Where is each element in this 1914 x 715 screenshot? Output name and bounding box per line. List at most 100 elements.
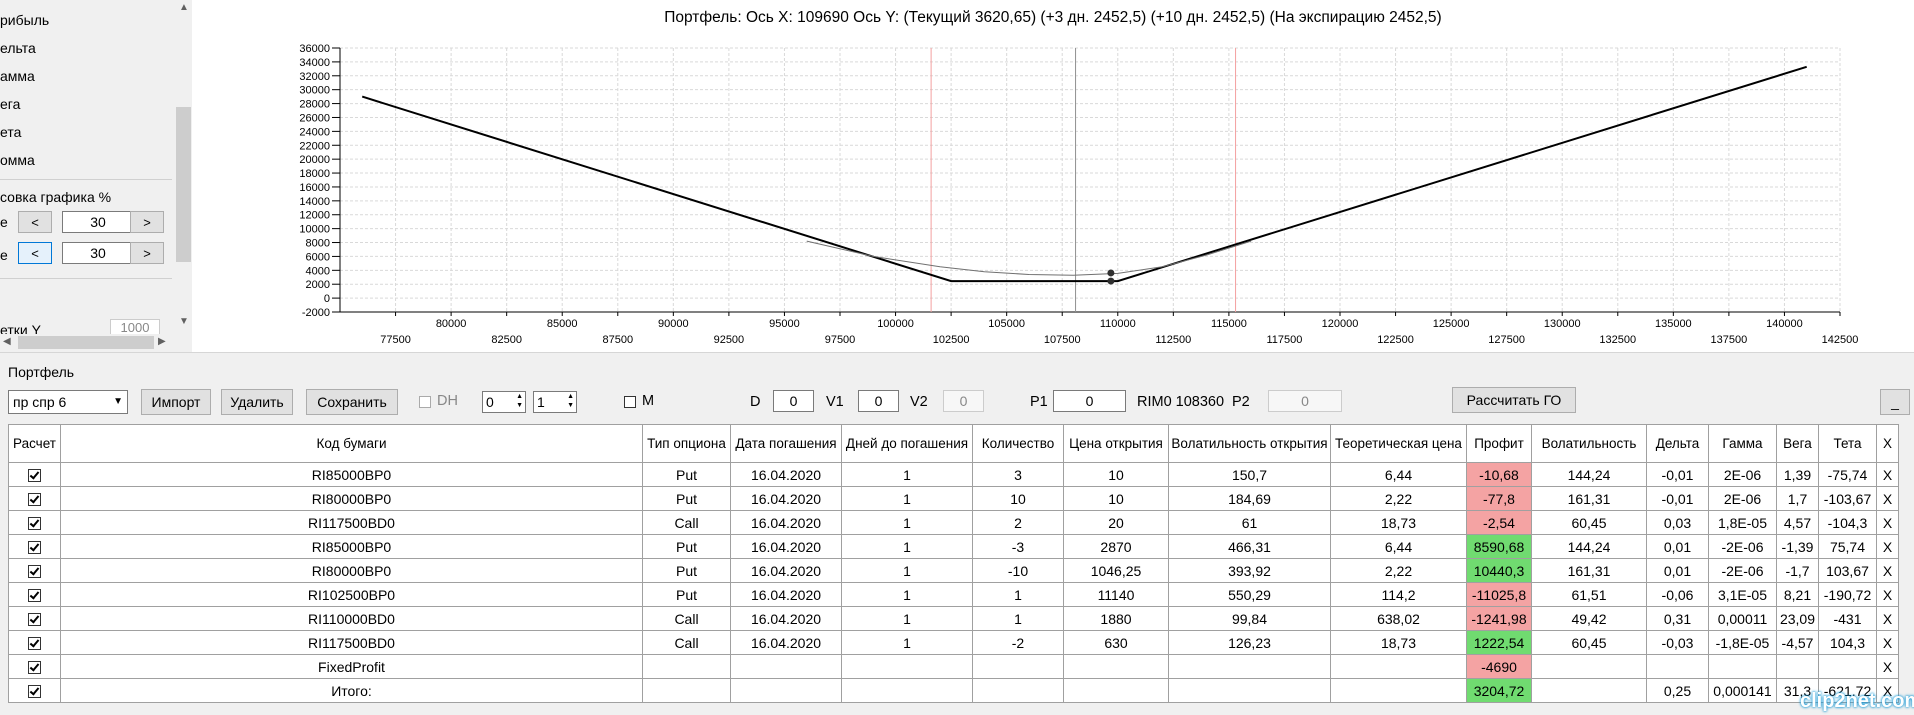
cell-code: RI80000BP0 [60,486,643,511]
scroll-down-icon[interactable]: ▼ [179,316,189,327]
option-gamma[interactable]: амма [0,68,35,84]
cell-remove[interactable]: X [1876,486,1899,511]
spin2-input[interactable]: 1 ▲ ▼ [533,391,577,413]
calc-checkbox[interactable] [28,661,41,675]
calc-checkbox[interactable] [28,613,41,627]
table-row[interactable]: RI85000BP0 Put 16.04.2020 1 -3 2870 466,31 6,44… [8,534,1899,559]
calc-checkbox-cell[interactable] [8,678,61,703]
y-tick-label: 34000 [299,57,330,69]
table-row[interactable]: RI117500BD0 Call 16.04.2020 1 -2 630 126,23 18,… [8,630,1899,655]
col-header-code[interactable]: Код бумаги [60,424,643,463]
cell-open-price: 10 [1063,486,1169,511]
col-header-days[interactable]: Дней до погашения [841,424,973,463]
dh-checkbox[interactable] [419,396,431,408]
calc-checkbox-cell[interactable] [8,534,61,559]
calc-checkbox-cell[interactable] [8,558,61,583]
col-header-x[interactable]: X [1876,424,1899,463]
d-input[interactable]: 0 [773,390,814,412]
splitter[interactable] [0,352,1914,363]
col-header-type[interactable]: Тип опциона [642,424,731,463]
v1-input[interactable]: 0 [858,390,899,412]
table-row[interactable]: RI110000BD0 Call 16.04.2020 1 1 1880 99,84 638,… [8,606,1899,631]
calc-checkbox-cell[interactable] [8,630,61,655]
calc-checkbox-cell[interactable] [8,606,61,631]
table-row[interactable]: Итого: 3204,72 0,25 0,000141 31,3 -621,72 X [8,678,1899,703]
minimize-button[interactable]: _ [1880,389,1910,415]
col-header-gamma[interactable]: Гамма [1708,424,1777,463]
cell-remove[interactable]: X [1876,678,1899,703]
option-vomma[interactable]: омма [0,152,35,168]
p2-input[interactable]: 0 [1268,390,1342,412]
portfolio-select[interactable]: пр спр 6 ▼ [8,390,128,414]
table-row[interactable]: RI85000BP0 Put 16.04.2020 1 3 10 150,7 6,44 -10,… [8,462,1899,487]
scroll-up-icon[interactable]: ▲ [179,2,189,13]
col-header-open-vol[interactable]: Волатильность открытия [1168,424,1331,463]
col-header-theta[interactable]: Тета [1818,424,1877,463]
calc-checkbox[interactable] [28,565,41,579]
col-header-profit[interactable]: Профит [1466,424,1532,463]
col-header-expiry[interactable]: Дата погашения [730,424,842,463]
col-header-qty[interactable]: Количество [972,424,1064,463]
save-button[interactable]: Сохранить [306,389,398,415]
table-row[interactable]: RI80000BP0 Put 16.04.2020 1 10 10 184,69 2,22 -7… [8,486,1899,511]
col-header-open-price[interactable]: Цена открытия [1063,424,1169,463]
calculate-go-button[interactable]: Рассчитать ГО [1452,387,1576,413]
option-vega[interactable]: ега [0,96,21,112]
col-header-theor-price[interactable]: Теоретическая цена [1330,424,1467,463]
cell-remove[interactable]: X [1876,606,1899,631]
calc-checkbox[interactable] [28,469,41,483]
cell-remove[interactable]: X [1876,558,1899,583]
scale-row2-input[interactable]: 30 [62,242,134,264]
calc-checkbox-cell[interactable] [8,462,61,487]
scale-row1-increase-button[interactable]: > [130,211,164,233]
cell-open-vol: 550,29 [1168,582,1331,607]
calc-checkbox-cell[interactable] [8,582,61,607]
scale-row2-increase-button[interactable]: > [130,242,164,264]
cell-remove[interactable]: X [1876,534,1899,559]
cell-remove[interactable]: X [1876,510,1899,535]
calc-checkbox-cell[interactable] [8,510,61,535]
calc-checkbox-cell[interactable] [8,486,61,511]
table-row[interactable]: FixedProfit -4690 X [8,654,1899,679]
calc-checkbox[interactable] [28,637,41,651]
cell-remove[interactable]: X [1876,582,1899,607]
col-header-vol[interactable]: Волатильность [1531,424,1647,463]
option-delta[interactable]: ельта [0,40,36,56]
delete-button[interactable]: Удалить [221,389,293,415]
p1-input[interactable]: 0 [1053,390,1126,412]
spin1-input[interactable]: 0 ▲ ▼ [482,391,526,413]
horizontal-scrollbar[interactable]: ◀ ▶ [0,334,192,351]
x-tick-label: 87500 [602,334,633,346]
scale-row1-input[interactable]: 30 [62,211,134,233]
cell-remove[interactable]: X [1876,462,1899,487]
col-header-vega[interactable]: Вега [1776,424,1819,463]
table-row[interactable]: RI102500BP0 Put 16.04.2020 1 1 11140 550,29 114… [8,582,1899,607]
scroll-left-icon[interactable]: ◀ [3,336,11,347]
cell-remove[interactable]: X [1876,630,1899,655]
calc-checkbox[interactable] [28,541,41,555]
option-profit[interactable]: рибыль [0,12,50,28]
table-row[interactable]: RI117500BD0 Call 16.04.2020 1 2 20 61 18,73 -2,5… [8,510,1899,535]
m-checkbox[interactable] [624,396,636,408]
v2-input[interactable]: 0 [943,390,984,412]
vertical-scrollbar[interactable]: ▲ ▼ [175,0,192,330]
scale-row1-decrease-button[interactable]: < [18,211,52,233]
table-row[interactable]: RI80000BP0 Put 16.04.2020 1 -10 1046,25 393,92… [8,558,1899,583]
col-header-calc[interactable]: Расчет [8,424,61,463]
scroll-thumb[interactable] [176,107,191,262]
import-button[interactable]: Импорт [141,389,211,415]
calc-checkbox[interactable] [28,517,41,531]
calc-checkbox-cell[interactable] [8,654,61,679]
scroll-right-icon[interactable]: ▶ [158,336,166,347]
spin-arrows-icon[interactable]: ▲ ▼ [516,393,523,409]
calc-checkbox[interactable] [28,493,41,507]
calc-checkbox[interactable] [28,685,41,699]
cell-remove[interactable]: X [1876,654,1899,679]
spin-arrows-icon[interactable]: ▲ ▼ [567,393,574,409]
scroll-thumb-h[interactable] [18,336,154,349]
option-theta[interactable]: ета [0,124,22,140]
p1-label: P1 [1030,394,1048,410]
col-header-delta[interactable]: Дельта [1646,424,1709,463]
scale-row2-decrease-button[interactable]: < [18,242,52,264]
calc-checkbox[interactable] [28,589,41,603]
